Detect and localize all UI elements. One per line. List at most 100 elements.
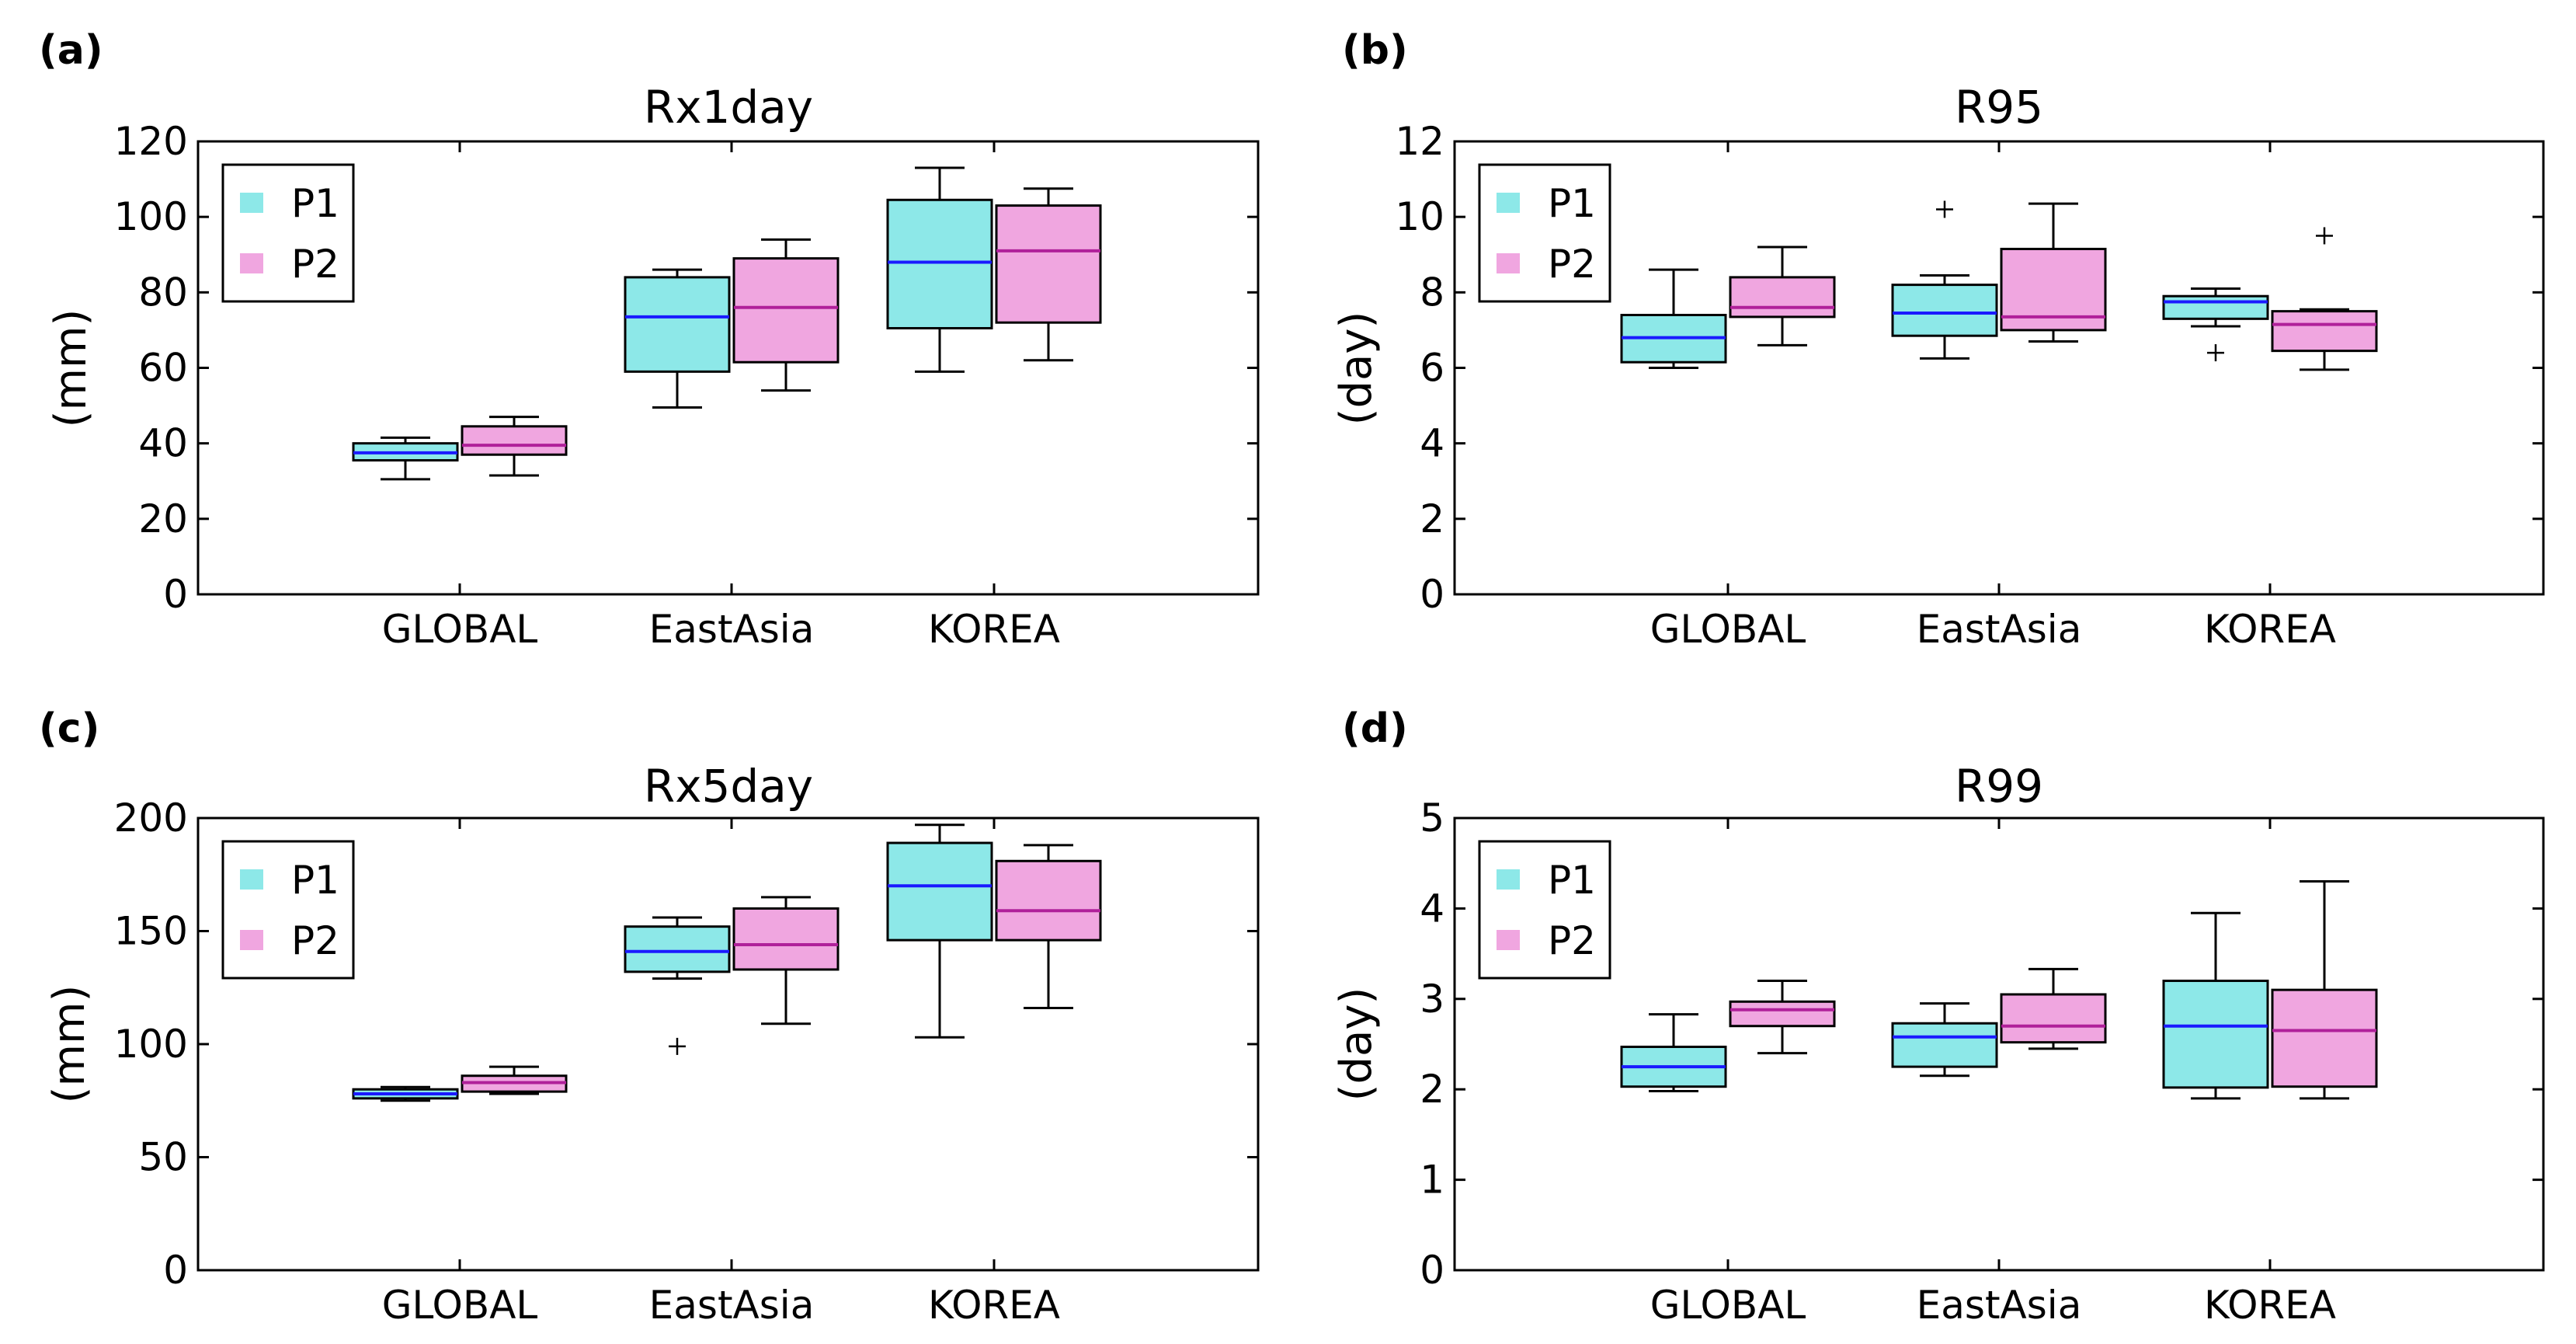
- legend-label-p1: P1: [291, 858, 339, 903]
- panel-d: (d) R99 (day) 0 1 2 3 4 5 GLOBAL EastAsia KOREA P…: [1331, 705, 2545, 1328]
- legend-swatch-p1: [240, 193, 263, 213]
- chart-title-a: Rx1day: [644, 81, 813, 134]
- x-tick-label: EastAsia: [1917, 607, 2082, 652]
- legend-label-p2: P2: [1548, 918, 1596, 963]
- y-tick-label: 4: [1420, 886, 1444, 931]
- x-tick-label: EastAsia: [649, 1283, 815, 1328]
- x-tick-label: GLOBAL: [382, 607, 538, 652]
- y-tick-label: 4: [1420, 421, 1444, 466]
- panel-label-a: (a): [39, 27, 103, 74]
- x-tick-label: KOREA: [928, 1283, 1060, 1328]
- legend-box: [221, 840, 355, 980]
- panel-label-b: (b): [1342, 27, 1408, 74]
- legend-swatch-p1: [1497, 869, 1520, 890]
- chart-title-c: Rx5day: [644, 760, 813, 813]
- box-p2: [2271, 988, 2378, 1088]
- legend-swatch-p2: [1497, 253, 1520, 273]
- plot-area-d: 0 1 2 3 4 5 GLOBAL EastAsia KOREA P1 P2: [1420, 796, 2545, 1328]
- plot-area-b: 0 2 4 6 8 10 12 GLOBAL EastAsia KOREA P1 P2: [1395, 119, 2545, 652]
- y-tick-label: 150: [114, 909, 188, 954]
- legend-box: [1478, 163, 1611, 303]
- y-axis-label-d: (day): [1331, 987, 1382, 1102]
- legend-box: [221, 163, 355, 303]
- y-tick-label: 50: [138, 1135, 188, 1180]
- box-p2: [995, 859, 1102, 942]
- plot-frame: [1453, 140, 2545, 596]
- plot-area-a: 0 20 40 60 80 100 120 GLOBAL EastAsia KOREA P1 P2: [114, 119, 1260, 652]
- panel-label-d: (d): [1342, 705, 1408, 752]
- y-tick-label: 60: [138, 346, 188, 391]
- legend-swatch-p1: [1497, 193, 1520, 213]
- legend-swatch-p1: [240, 869, 263, 890]
- legend-swatch-p2: [240, 253, 263, 273]
- y-tick-label: 200: [114, 796, 188, 841]
- plot-frame: [196, 140, 1260, 596]
- box-p1: [886, 841, 993, 942]
- box-p1: [886, 198, 993, 329]
- panel-b: (b) R95 (day) 0 2 4 6 8 10 12 GLOBAL EastAsia KOR…: [1331, 27, 2545, 652]
- box-p2: [732, 907, 840, 971]
- x-tick-label: KOREA: [928, 607, 1060, 652]
- box-p1: [2162, 294, 2269, 320]
- y-tick-label: 3: [1420, 977, 1444, 1022]
- box-p2: [2271, 310, 2378, 353]
- y-tick-label: 0: [163, 572, 188, 617]
- box-p2: [732, 257, 840, 364]
- y-tick-label: 5: [1420, 796, 1444, 841]
- box-p1: [1891, 284, 1998, 337]
- legend-label-p2: P2: [291, 242, 339, 287]
- legend-label-p1: P1: [291, 181, 339, 226]
- legend-label-p2: P2: [1548, 242, 1596, 287]
- legend-swatch-p2: [240, 930, 263, 950]
- y-tick-label: 1: [1420, 1158, 1444, 1203]
- box-p2: [995, 204, 1102, 324]
- y-tick-label: 0: [1420, 572, 1444, 617]
- y-tick-label: 20: [138, 496, 188, 541]
- y-axis-label-a: (mm): [46, 309, 96, 428]
- y-tick-label: 100: [114, 1022, 188, 1067]
- box-p2: [461, 425, 568, 456]
- box-p1: [2162, 980, 2269, 1089]
- y-tick-label: 12: [1395, 119, 1444, 164]
- x-tick-label: KOREA: [2204, 607, 2336, 652]
- y-tick-label: 8: [1420, 270, 1444, 315]
- legend-box: [1478, 840, 1611, 980]
- y-tick-label: 80: [138, 270, 188, 315]
- y-tick-label: 120: [114, 119, 188, 164]
- legend-swatch-p2: [1497, 930, 1520, 950]
- y-tick-label: 0: [163, 1248, 188, 1293]
- x-tick-label: GLOBAL: [382, 1283, 538, 1328]
- plot-area-c: 0 50 100 150 200 GLOBAL EastAsia KOREA P1 P2: [114, 796, 1260, 1328]
- x-tick-label: GLOBAL: [1650, 607, 1806, 652]
- box-p1: [624, 276, 731, 373]
- y-tick-label: 2: [1420, 496, 1444, 541]
- panel-a: (a) Rx1day (mm) 0 20 40 60 80 100 120 GLOBAL Eas…: [39, 27, 1260, 652]
- y-tick-label: 10: [1395, 194, 1444, 239]
- plot-frame: [196, 816, 1260, 1272]
- y-axis-label-b: (day): [1331, 312, 1382, 426]
- y-tick-label: 6: [1420, 346, 1444, 391]
- box-p1: [624, 925, 731, 973]
- legend-label-p1: P1: [1548, 858, 1596, 903]
- panel-c: (c) Rx5day (mm) 0 50 100 150 200 GLOBAL EastAs…: [39, 705, 1260, 1328]
- chart-title-d: R99: [1955, 760, 2043, 813]
- box-p1: [1891, 1022, 1998, 1068]
- chart-title-b: R95: [1955, 81, 2043, 134]
- panel-label-c: (c): [39, 705, 99, 752]
- box-p2: [1729, 276, 1836, 319]
- legend-label-p2: P2: [291, 918, 339, 963]
- x-tick-label: EastAsia: [649, 607, 815, 652]
- y-tick-label: 100: [114, 194, 188, 239]
- y-tick-label: 40: [138, 421, 188, 466]
- x-tick-label: EastAsia: [1917, 1283, 2082, 1328]
- x-tick-label: KOREA: [2204, 1283, 2336, 1328]
- y-tick-label: 2: [1420, 1067, 1444, 1112]
- box-p2: [2000, 993, 2107, 1044]
- legend-label-p1: P1: [1548, 181, 1596, 226]
- x-tick-label: GLOBAL: [1650, 1283, 1806, 1328]
- y-tick-label: 0: [1420, 1248, 1444, 1293]
- box-p2: [1729, 1000, 1836, 1028]
- y-axis-label-c: (mm): [44, 985, 95, 1104]
- plot-frame: [1453, 816, 2545, 1272]
